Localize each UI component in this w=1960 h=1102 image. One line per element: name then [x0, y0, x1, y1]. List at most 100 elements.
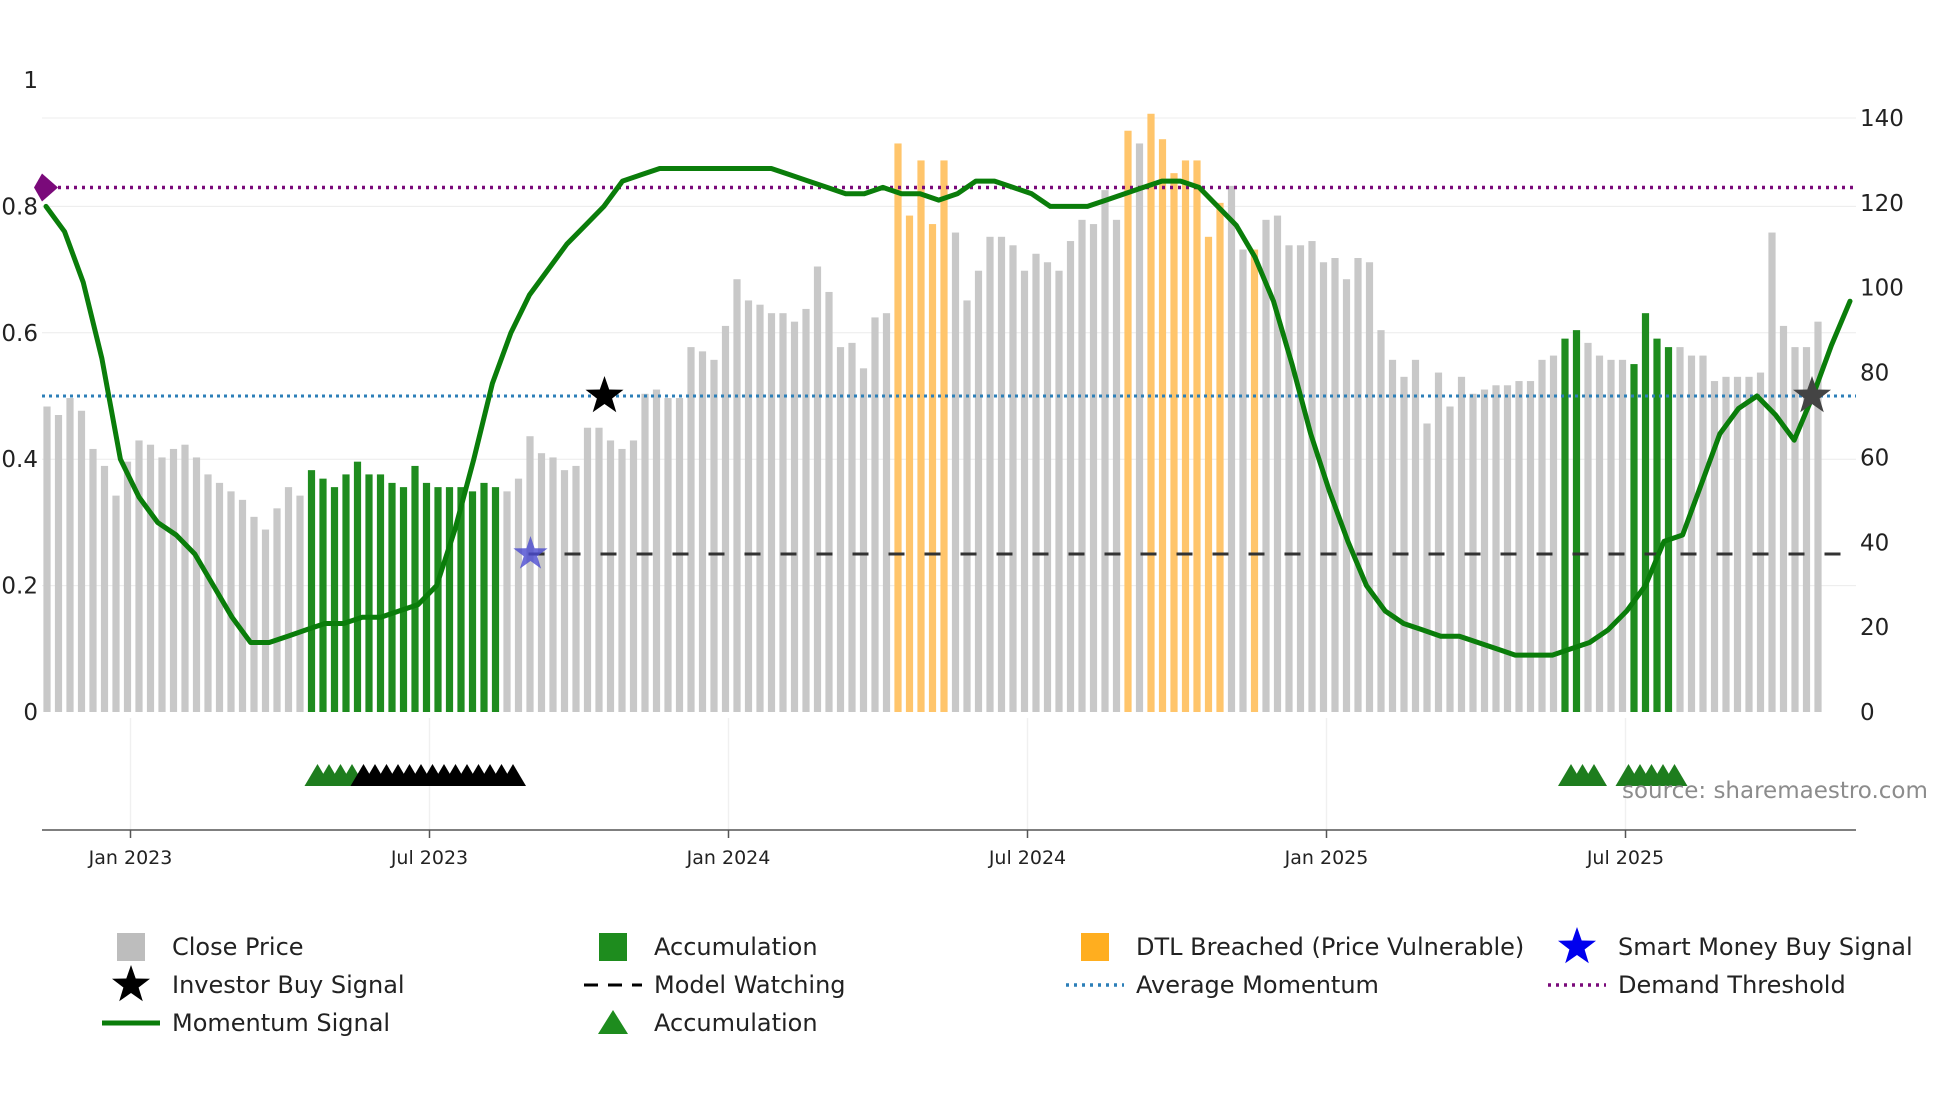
right-tick-label: 0 [1860, 700, 1875, 726]
legend-item-model-watching: Model Watching [584, 971, 846, 999]
price-bar [296, 495, 304, 712]
price-bar [227, 491, 235, 712]
source-label: source: sharemaestro.com [1622, 778, 1928, 804]
dtl-breached-bar [928, 224, 937, 713]
left-tick-label: 0.6 [1, 321, 38, 347]
legend-label: Close Price [172, 933, 304, 961]
left-tick-label: 0.4 [1, 447, 38, 473]
accumulation-bar [307, 470, 316, 712]
price-bar [606, 440, 615, 712]
price-bar [1227, 185, 1236, 712]
price-bar [146, 444, 155, 712]
price-bar [1699, 355, 1707, 712]
date-tick-label: Jan 2025 [1284, 847, 1369, 869]
price-bar [1273, 215, 1282, 713]
price-bar [1710, 381, 1719, 712]
legend-label: Model Watching [654, 971, 846, 999]
price-bar [514, 478, 523, 712]
price-bar [1354, 258, 1362, 712]
accumulation-bar [457, 487, 465, 712]
price-bar [687, 347, 695, 712]
date-tick-label: Jul 2023 [390, 847, 468, 869]
accumulation-marker [1661, 764, 1688, 786]
accumulation-marker [500, 764, 526, 786]
accumulation-bar [319, 478, 327, 712]
legend-swatch [598, 1010, 628, 1034]
dtl-breached-bar [1181, 160, 1190, 712]
price-bar [1078, 219, 1086, 713]
price-bar [1492, 385, 1500, 712]
accumulation-bar [1561, 338, 1569, 712]
price-bar [1101, 190, 1109, 713]
price-bar [100, 465, 109, 712]
price-bar [1020, 270, 1029, 712]
price-bar [710, 359, 718, 712]
price-bar [618, 448, 626, 712]
legend-item-average-momentum: Average Momentum [1066, 971, 1379, 999]
price-bar [1595, 355, 1604, 712]
accumulation-bar [480, 482, 488, 712]
price-bar [169, 448, 178, 712]
price-bar [951, 232, 960, 713]
price-bar [123, 461, 132, 712]
legend-item-close-price: Close Price [117, 933, 304, 961]
price-bar [733, 279, 741, 712]
price-bar [1319, 262, 1328, 712]
price-bar [986, 236, 994, 713]
price-bar [790, 321, 799, 712]
investor-buy-star [1793, 376, 1831, 413]
date-tick-label: Jan 2023 [88, 847, 173, 869]
price-bar [1768, 232, 1776, 713]
signal-markers [513, 376, 1831, 569]
price-bar [767, 313, 776, 712]
legend-swatch [599, 933, 627, 961]
dtl-breached-bar [1250, 249, 1259, 712]
price-bar [1365, 262, 1374, 712]
momentum-layer [43, 166, 1853, 658]
accumulation-bar [388, 482, 396, 712]
legend-label: Momentum Signal [172, 1009, 390, 1037]
legend-item-accumulation-bar: Accumulation [599, 933, 818, 961]
price-bar [1618, 359, 1627, 712]
accumulation-bar [1572, 330, 1581, 712]
price-bar [779, 313, 787, 712]
dtl-breached-bar [894, 143, 902, 712]
accumulation-marker [1581, 764, 1607, 786]
accumulation-bar [468, 491, 477, 712]
price-bar [1285, 245, 1293, 713]
price-bar [1032, 253, 1040, 712]
price-bar [698, 351, 707, 712]
price-bar [1400, 376, 1408, 712]
axes [42, 829, 1856, 838]
price-bar [503, 491, 511, 712]
price-bar [77, 410, 86, 712]
accumulation-bar [491, 487, 500, 712]
accumulation-bar [1664, 347, 1673, 712]
price-bar [572, 465, 580, 712]
price-bar [1480, 389, 1489, 712]
price-bar [1526, 381, 1535, 712]
legend-item-accumulation-marker: Accumulation [598, 1009, 818, 1037]
left-tick-label: 0.8 [1, 194, 38, 220]
accumulation-bar [399, 487, 408, 712]
price-bar [1722, 376, 1730, 712]
accumulation-bar [376, 474, 385, 712]
price-bar [1411, 359, 1420, 712]
price-bar [261, 529, 270, 712]
price-bar [1515, 381, 1523, 712]
left-tick-label: 0 [23, 700, 38, 726]
legend-label: Accumulation [654, 1009, 818, 1037]
price-bar [1538, 359, 1546, 712]
legend-item-investor-buy: Investor Buy Signal [112, 965, 405, 1002]
price-bar [595, 427, 603, 712]
reference-lines [34, 173, 1856, 556]
dtl-breached-bar [940, 160, 948, 712]
price-bar [1308, 241, 1316, 713]
dtl-breached-bar [1216, 202, 1224, 712]
price-bar [882, 313, 891, 712]
dtl-breached-bar [1158, 139, 1167, 712]
price-bar [1802, 347, 1811, 712]
price-bar [652, 389, 661, 712]
price-bar [1112, 219, 1121, 713]
price-bar [273, 508, 281, 712]
